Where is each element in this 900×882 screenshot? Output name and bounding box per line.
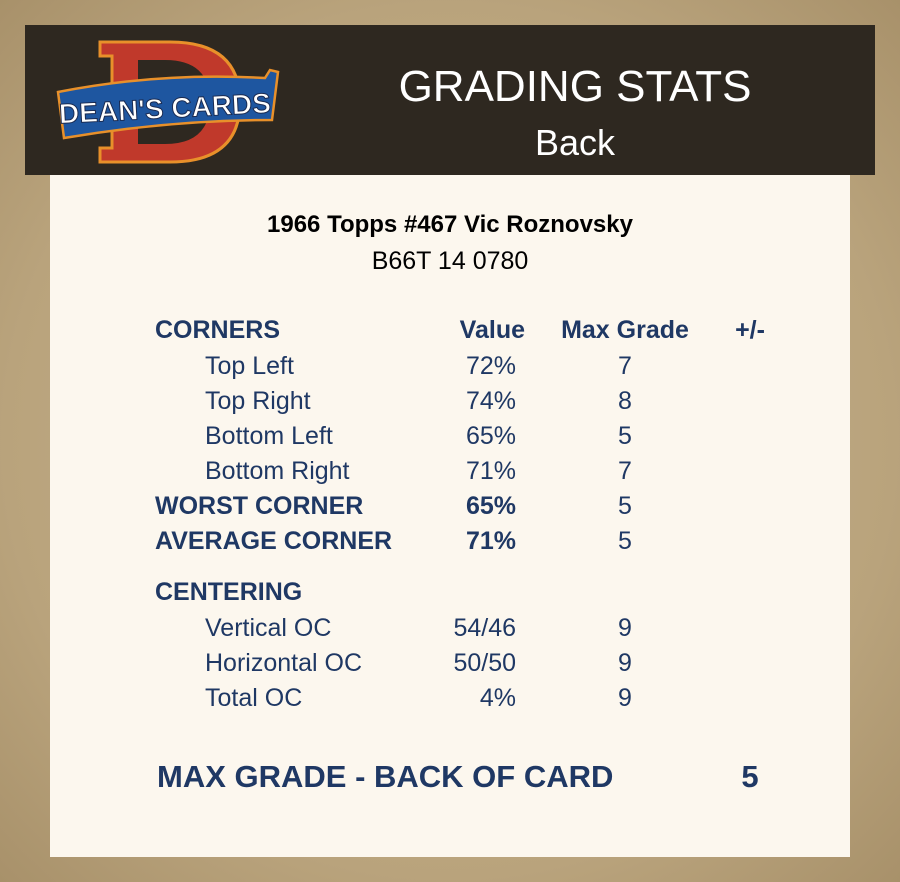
centering-row-horizontal: Horizontal OC 50/50 9 (0, 648, 900, 678)
row-max-grade: 5 (618, 492, 632, 520)
centering-heading: CENTERING (155, 578, 303, 606)
row-label: WORST CORNER (155, 492, 364, 520)
row-value: 71% (465, 527, 516, 555)
corner-row-bottom-right: Bottom Right 71% 7 (0, 456, 900, 486)
column-headers: CORNERS Value Max Grade +/- (0, 315, 900, 345)
corner-row-bottom-left: Bottom Left 65% 5 (0, 421, 900, 451)
row-max-grade: 9 (618, 649, 632, 677)
row-label: Top Left (205, 352, 294, 380)
corners-heading: CORNERS (155, 316, 281, 344)
row-value: 65% (465, 422, 516, 450)
page-subtitle: Back (534, 122, 616, 163)
centering-row-total: Total OC 4% 9 (0, 683, 900, 713)
row-label: AVERAGE CORNER (155, 527, 393, 555)
average-corner-row: AVERAGE CORNER 71% 5 (0, 526, 900, 556)
row-max-grade: 9 (618, 684, 632, 712)
row-max-grade: 5 (618, 527, 632, 555)
row-value: 65% (465, 492, 516, 520)
corner-row-top-right: Top Right 74% 8 (0, 386, 900, 416)
card-code: B66T 14 0780 (371, 247, 529, 275)
row-max-grade: 9 (618, 614, 632, 642)
deans-cards-logo: DEAN'S CARDS (56, 40, 280, 164)
corner-row-top-left: Top Left 72% 7 (0, 351, 900, 381)
row-max-grade: 7 (618, 457, 632, 485)
row-value: 72% (465, 352, 516, 380)
row-value: 74% (465, 387, 516, 415)
row-max-grade: 7 (618, 352, 632, 380)
row-value: 71% (465, 457, 516, 485)
row-max-grade: 5 (618, 422, 632, 450)
max-grade-heading: Max Grade (561, 316, 689, 344)
final-grade-label: MAX GRADE - BACK OF CARD (157, 759, 614, 794)
value-heading: Value (459, 316, 525, 344)
row-label: Horizontal OC (205, 649, 362, 677)
row-value: 4% (479, 684, 516, 712)
centering-row-vertical: Vertical OC 54/46 9 (0, 613, 900, 643)
plus-minus-heading: +/- (735, 316, 765, 344)
row-label: Total OC (205, 684, 303, 712)
row-value: 54/46 (453, 614, 516, 642)
row-label: Bottom Left (205, 422, 333, 450)
worst-corner-row: WORST CORNER 65% 5 (0, 491, 900, 521)
row-label: Bottom Right (205, 457, 350, 485)
final-grade-row: MAX GRADE - BACK OF CARD 5 (0, 758, 900, 796)
row-max-grade: 8 (618, 387, 632, 415)
final-grade-value: 5 (741, 759, 759, 794)
centering-heading-row: CENTERING (0, 577, 900, 607)
card-name: 1966 Topps #467 Vic Roznovsky (267, 211, 633, 238)
page-title: GRADING STATS (398, 62, 752, 111)
row-label: Top Right (205, 387, 311, 415)
stats-panel (50, 175, 850, 857)
row-value: 50/50 (453, 649, 516, 677)
row-label: Vertical OC (205, 614, 332, 642)
